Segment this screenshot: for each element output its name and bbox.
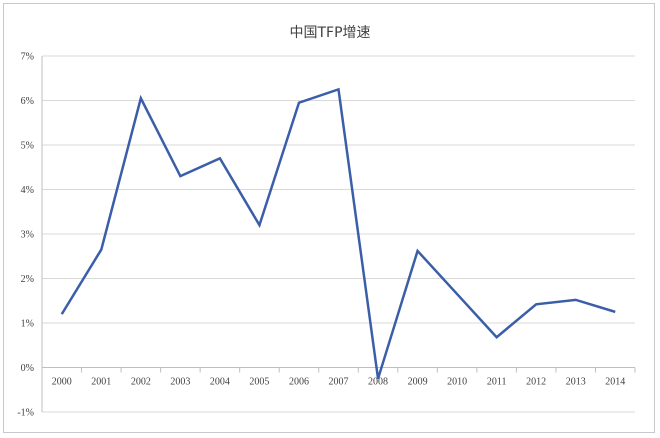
x-tick-label: 2005 [249, 377, 269, 388]
y-tick-label: 5% [21, 141, 34, 152]
y-tick-label: 4% [21, 185, 34, 196]
x-tick-label: 2002 [131, 377, 151, 388]
x-tick-label: 2000 [52, 377, 72, 388]
y-tick-label: 2% [21, 274, 34, 285]
x-tick-label: 2006 [289, 377, 309, 388]
series-layer [60, 87, 616, 379]
x-tick-label: 2012 [526, 377, 546, 388]
chart-frame [3, 3, 655, 433]
x-tick-label: 2014 [605, 377, 625, 388]
x-tick-label: 2011 [487, 377, 507, 388]
x-tick-label: 2009 [408, 377, 428, 388]
y-tick-label: 6% [21, 96, 34, 107]
axis-layer [41, 56, 636, 412]
x-tick-label: 2008 [368, 377, 388, 388]
label-layer: -1% 0% 1% 2% 3% 4% 5% 6% 7% 2000 2001 2002 2003 2004 2… [17, 52, 625, 419]
x-tick-label: 2010 [447, 377, 467, 388]
y-tick-label: 1% [21, 319, 34, 330]
y-tick-label: 7% [21, 52, 34, 63]
x-tick-label: 2003 [170, 377, 190, 388]
chart-title: 中国TFP增速 [289, 25, 371, 41]
y-tick-label: 3% [21, 230, 34, 241]
y-tick-label: -1% [17, 408, 34, 419]
y-tick-label: 0% [21, 363, 34, 374]
grid-layer [42, 55, 635, 413]
x-tick-label: 2004 [210, 377, 230, 388]
x-tick-label: 2001 [91, 377, 111, 388]
x-tick-label: 2013 [566, 377, 586, 388]
x-tick-label: 2007 [329, 377, 349, 388]
